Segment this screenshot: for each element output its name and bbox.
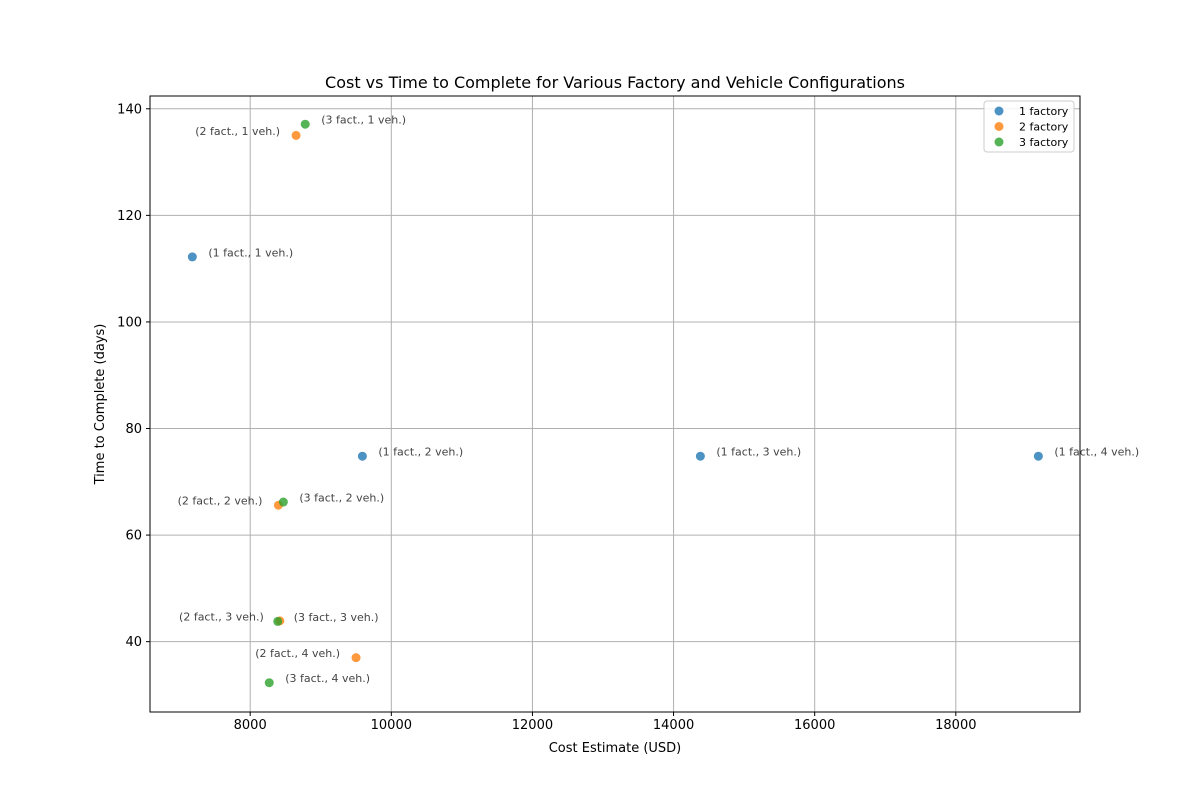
y-tick-label: 140 [117,102,142,117]
x-tick-label: 14000 [653,718,694,733]
point-label: (3 fact., 1 veh.) [321,114,406,127]
y-tick-label: 100 [117,315,142,330]
point-label: (3 fact., 3 veh.) [294,611,379,624]
y-tick-label: 60 [125,529,142,544]
point-label: (1 fact., 4 veh.) [1054,446,1139,459]
y-tick-label: 40 [125,635,142,650]
legend-entry-label: 2 factory [1019,121,1069,134]
data-points [187,119,1043,688]
x-axis-title: Cost Estimate (USD) [549,741,682,756]
plot-frame [149,95,1081,713]
legend: 1 factory 2 factory 3 factory [983,100,1075,153]
data-point [291,130,301,140]
data-point [273,616,283,626]
point-label: (2 fact., 3 veh.) [179,610,264,623]
point-label: (1 fact., 3 veh.) [716,446,801,459]
data-point [357,451,367,461]
x-tick-label: 12000 [512,718,553,733]
x-tick-label: 16000 [794,718,835,733]
data-point [264,678,274,688]
y-axis: 40 60 80 100 120 140 [117,102,150,650]
point-label: (2 fact., 1 veh.) [195,125,280,138]
legend-marker [994,106,1004,116]
legend-marker [994,122,1004,131]
y-tick-label: 80 [125,422,142,437]
data-point [187,252,197,262]
data-point [278,497,288,507]
point-label: (2 fact., 4 veh.) [255,647,340,660]
point-labels: (1 fact., 1 veh.) (1 fact., 2 veh.) (1 fac… [178,114,1140,685]
data-point [351,653,361,663]
grid [150,96,1080,712]
point-label: (1 fact., 1 veh.) [208,246,293,259]
x-tick-label: 8000 [234,718,267,733]
legend-box [983,100,1075,153]
point-label: (3 fact., 2 veh.) [299,492,384,505]
point-label: (2 fact., 2 veh.) [178,495,263,508]
legend-marker [994,137,1004,147]
y-tick-label: 120 [117,209,142,224]
legend-entry-label: 1 factory [1019,105,1069,118]
data-point [695,451,705,461]
chart-title: Cost vs Time to Complete for Various Fac… [325,73,905,92]
x-tick-label: 10000 [371,718,412,733]
x-tick-label: 18000 [935,718,976,733]
data-point [1033,451,1043,461]
point-label: (1 fact., 2 veh.) [378,446,463,459]
legend-entry-label: 3 factory [1019,136,1069,149]
x-axis: 8000 10000 12000 14000 16000 18000 [234,712,976,733]
y-axis-title: Time to Complete (days) [93,324,108,486]
data-point [300,119,310,129]
point-label: (3 fact., 4 veh.) [285,672,370,685]
